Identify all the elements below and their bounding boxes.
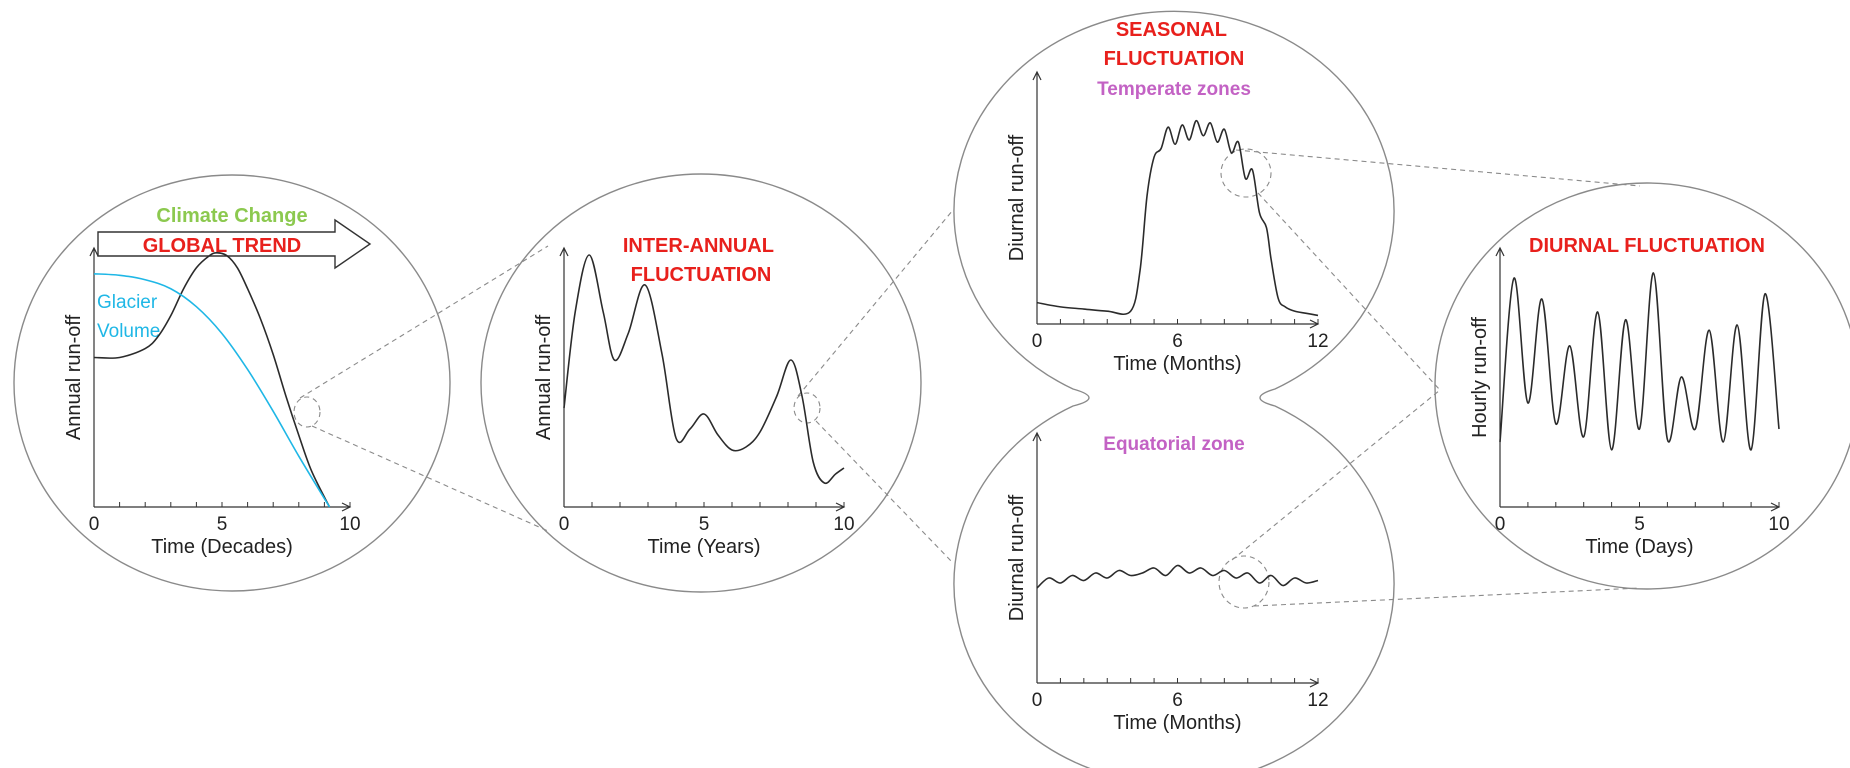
zoom-line — [311, 425, 549, 532]
x-tick-label: 5 — [1634, 514, 1645, 535]
climate-change-label: Climate Change — [156, 205, 307, 227]
runoff-line — [563, 254, 845, 485]
x-tick-label: 5 — [217, 514, 228, 535]
y-axis-title: Hourly run-off — [1469, 317, 1491, 438]
glacier-volume-label: Glacier Volume — [97, 292, 162, 342]
runoff-line — [1036, 119, 1319, 317]
chart-years: 0 5 10 Time (Years) Annual run-off — [533, 246, 855, 558]
y-axis-title: Diurnal run-off — [1006, 494, 1028, 621]
x-axis-title: Time (Months) — [1113, 712, 1241, 734]
inter-annual-title: INTER-ANNUAL FLUCTUATION — [623, 235, 779, 286]
x-tick-label: 12 — [1307, 331, 1328, 352]
zoom-line — [1231, 389, 1441, 561]
bubble-inter-annual — [480, 173, 922, 593]
x-axis-title: Time (Months) — [1113, 353, 1241, 375]
y-axis-title: Diurnal run-off — [1006, 134, 1028, 261]
y-axis-arrowhead — [1495, 246, 1505, 257]
chart-months-equatorial: 0 6 12 Time (Months) Diurnal run-off — [1006, 431, 1329, 734]
diurnal-title: DIURNAL FLUCTUATION — [1529, 235, 1765, 257]
zoom-circle-years — [793, 392, 821, 424]
global-trend-label: GLOBAL TREND — [143, 235, 302, 257]
x-axis-title: Time (Days) — [1585, 536, 1693, 558]
x-tick-label: 0 — [89, 514, 100, 535]
seasonal-title-line1: SEASONAL — [1116, 19, 1227, 41]
chart-days: 0 5 10 Time (Days) Hourly run-off — [1469, 246, 1790, 558]
zoom-line — [797, 209, 954, 397]
zoom-circle-decades — [293, 396, 321, 428]
y-axis-arrowhead — [1032, 431, 1042, 442]
bubble-seasonal-equatorial — [953, 10, 1395, 768]
x-tick-label: 6 — [1172, 331, 1183, 352]
x-tick-label: 0 — [1032, 331, 1043, 352]
zoom-line — [299, 245, 549, 399]
x-tick-label: 0 — [1032, 690, 1043, 711]
x-tick-label: 0 — [1495, 514, 1506, 535]
x-tick-label: 0 — [559, 514, 570, 535]
zoom-line — [815, 420, 954, 564]
glacier-volume-line — [93, 272, 331, 508]
glacier-volume-label-line2: Volume — [97, 321, 160, 342]
y-axis-title: Annual run-off — [533, 314, 555, 440]
x-tick-label: 6 — [1172, 690, 1183, 711]
chart-decades: 0 5 10 Time (Decades) Annual run-off — [63, 246, 361, 558]
zoom-circle-temperate — [1220, 148, 1272, 198]
y-axis-arrowhead — [559, 246, 569, 257]
x-axis-title: Time (Decades) — [151, 536, 293, 558]
y-axis-arrowhead — [1032, 70, 1042, 81]
x-tick-label: 10 — [1768, 514, 1789, 535]
runoff-line — [1036, 564, 1319, 589]
x-tick-label: 10 — [339, 514, 360, 535]
zoom-line — [1257, 192, 1441, 391]
seasonal-title-line2: FLUCTUATION — [1104, 48, 1245, 70]
x-tick-label: 10 — [833, 514, 854, 535]
runoff-line — [93, 252, 331, 508]
zoom-line — [1253, 587, 1641, 607]
x-tick-label: 12 — [1307, 690, 1328, 711]
seasonal-title: SEASONAL FLUCTUATION — [1104, 19, 1245, 70]
bubble-diurnal — [1434, 182, 1850, 590]
glacier-volume-label-line1: Glacier — [97, 292, 158, 313]
inter-annual-title-line2: FLUCTUATION — [631, 264, 772, 286]
y-axis-title: Annual run-off — [63, 314, 85, 440]
x-tick-label: 5 — [699, 514, 710, 535]
zoom-circle-equatorial — [1218, 555, 1270, 609]
equatorial-zone-title: Equatorial zone — [1103, 434, 1244, 455]
y-axis-arrowhead — [89, 246, 99, 257]
inter-annual-title-line1: INTER-ANNUAL — [623, 235, 774, 257]
zoom-line — [1235, 149, 1641, 187]
bubble-global-trend — [13, 174, 451, 592]
x-axis-title: Time (Years) — [648, 536, 761, 558]
temperate-zones-title: Temperate zones — [1097, 79, 1251, 100]
chart-months-temperate: 0 6 12 Time (Months) Diurnal run-off — [1006, 70, 1329, 375]
global-trend-arrow — [97, 218, 372, 270]
runoff-line — [1499, 272, 1780, 451]
